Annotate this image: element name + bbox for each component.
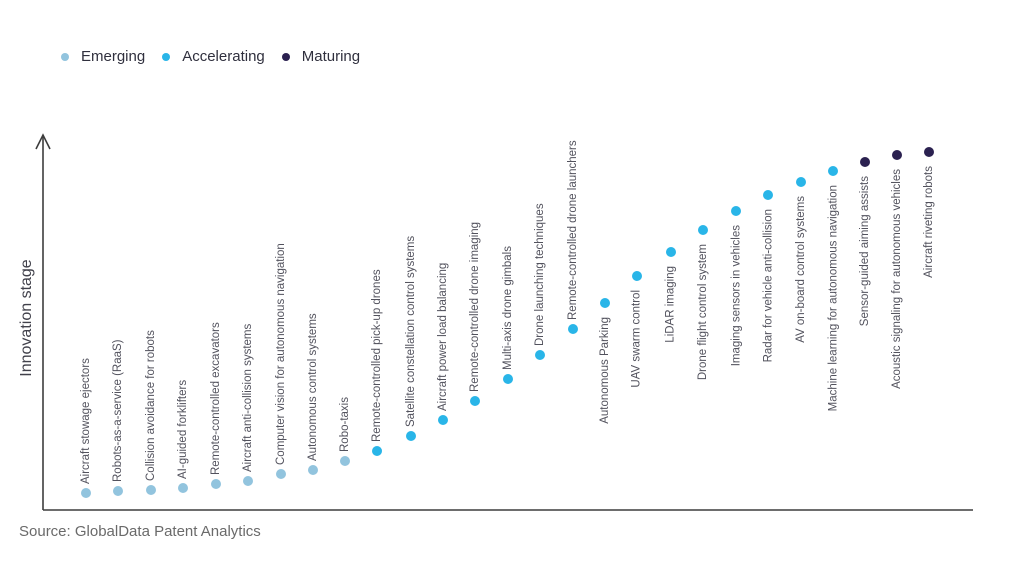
legend-item-emerging: Emerging: [61, 48, 145, 65]
maturing-dot-icon: [924, 147, 934, 157]
y-axis-title: Innovation stage: [18, 259, 35, 377]
accelerating-dot-icon: [568, 324, 578, 334]
data-point-label: Drone flight control system: [697, 244, 709, 381]
emerging-dot-icon: [340, 456, 350, 466]
data-point-label: Robots-as-a-service (RaaS): [112, 339, 124, 482]
legend-label-maturing: Maturing: [301, 48, 361, 65]
accelerating-dot-icon: [731, 206, 741, 216]
accelerating-dot-icon: [438, 415, 448, 425]
accelerating-dot-icon: [406, 431, 416, 441]
data-point-label: AI-guided forklifters: [177, 379, 189, 479]
data-point-label: Acoustic signaling for autonomous vehicl…: [891, 169, 903, 389]
emerging-dot-icon: [178, 483, 188, 493]
data-point-label: Aircraft power load balancing: [437, 262, 449, 411]
accelerating-dot-icon: [162, 52, 171, 61]
y-axis-arrow-icon: [35, 133, 51, 150]
data-point-label: Aircraft stowage ejectors: [80, 358, 92, 484]
legend-item-accelerating: Accelerating: [162, 48, 265, 65]
data-point-label: Machine learning for autonomous navigati…: [827, 185, 839, 412]
accelerating-dot-icon: [763, 190, 773, 200]
data-point-label: Remote-controlled pick-up drones: [371, 269, 383, 442]
emerging-dot-icon: [308, 465, 318, 475]
accelerating-dot-icon: [470, 396, 480, 406]
data-point-label: Autonomous Parking: [599, 317, 611, 424]
data-point-label: Drone launching techniques: [534, 203, 546, 346]
data-point-label: Satellite constellation control systems: [405, 235, 417, 427]
data-point-label: AV on-board control systems: [795, 196, 807, 343]
legend-label-accelerating: Accelerating: [182, 48, 265, 65]
emerging-dot-icon: [276, 469, 286, 479]
accelerating-dot-icon: [796, 177, 806, 187]
emerging-dot-icon: [113, 486, 123, 496]
data-point-label: Sensor-guided aiming assists: [859, 176, 871, 327]
maturing-dot-icon: [281, 52, 290, 61]
accelerating-dot-icon: [632, 271, 642, 281]
accelerating-dot-icon: [535, 350, 545, 360]
accelerating-dot-icon: [503, 374, 513, 384]
data-point-label: Remote-controlled excavators: [210, 322, 222, 475]
data-point-label: Radar for vehicle anti-collision: [762, 209, 774, 363]
data-point-label: Remote-controlled drone launchers: [567, 140, 579, 320]
data-point-label: Aircraft riveting robots: [923, 166, 935, 278]
legend: Emerging Accelerating Maturing: [61, 48, 360, 65]
source-note: Source: GlobalData Patent Analytics: [19, 523, 261, 540]
data-point-label: LiDAR imaging: [665, 266, 677, 343]
data-point-label: Autonomous control systems: [307, 313, 319, 461]
accelerating-dot-icon: [666, 247, 676, 257]
accelerating-dot-icon: [828, 166, 838, 176]
data-point-label: Robo-taxis: [339, 397, 351, 452]
data-point-label: UAV swarm control: [631, 290, 643, 388]
data-point-label: Computer vision for autonomous navigatio…: [275, 243, 287, 465]
data-point-label: Multi-axis drone gimbals: [502, 246, 514, 370]
maturing-dot-icon: [892, 150, 902, 160]
data-point-label: Aircraft anti-collision systems: [242, 323, 254, 472]
accelerating-dot-icon: [372, 446, 382, 456]
data-point-label: Collision avoidance for robots: [145, 330, 157, 481]
legend-label-emerging: Emerging: [81, 48, 146, 65]
data-point-label: Imaging sensors in vehicles: [730, 225, 742, 367]
emerging-dot-icon: [81, 488, 91, 498]
emerging-dot-icon: [243, 476, 253, 486]
accelerating-dot-icon: [698, 225, 708, 235]
maturing-dot-icon: [860, 157, 870, 167]
accelerating-dot-icon: [600, 298, 610, 308]
data-point-label: Remote-controlled drone imaging: [469, 221, 481, 392]
emerging-dot-icon: [211, 479, 221, 489]
emerging-dot-icon: [61, 52, 69, 61]
emerging-dot-icon: [146, 485, 156, 495]
legend-item-maturing: Maturing: [281, 48, 361, 65]
